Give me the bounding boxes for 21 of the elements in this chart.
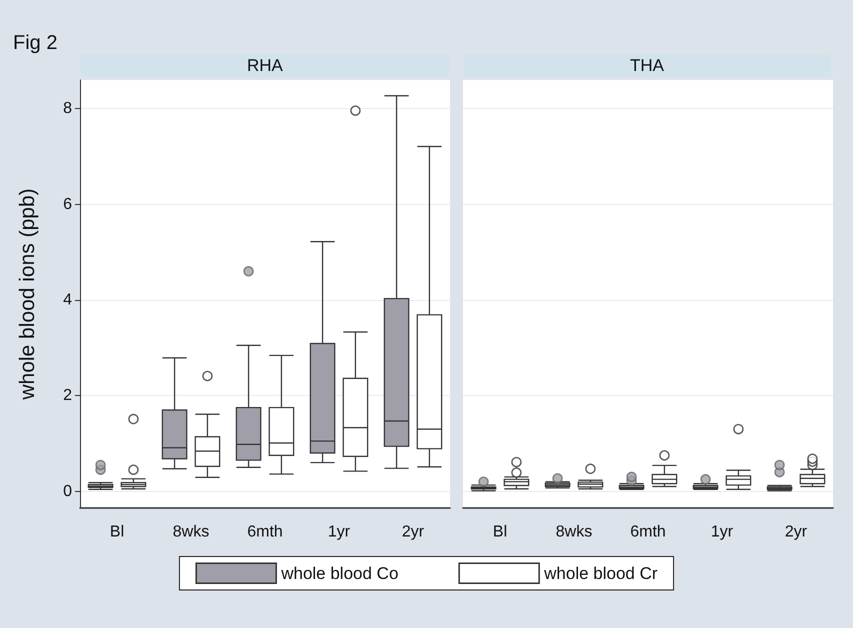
y-axis-title: whole blood ions (ppb): [16, 188, 39, 401]
legend-label: whole blood Co: [280, 564, 398, 583]
chart-title: THA: [630, 56, 665, 75]
x-tick-label: 1yr: [710, 524, 734, 540]
y-tick-label: 2: [63, 387, 72, 404]
x-tick-label: 8wks: [172, 524, 210, 540]
y-tick-label: 4: [63, 291, 72, 308]
x-tick-label: 1yr: [328, 524, 351, 540]
legend-label: whole blood Cr: [543, 564, 658, 583]
y-tick-label: 0: [63, 482, 72, 500]
caption: Fig 2: [13, 32, 58, 54]
x-tick-label: Bl: [492, 524, 508, 540]
x-tick-label: 2yr: [402, 524, 425, 540]
x-tick-label: 6mth: [630, 524, 666, 540]
y-tick-label: 8: [63, 100, 72, 118]
x-tick-label: 2yr: [784, 524, 808, 540]
x-tick-label: 6mth: [247, 524, 283, 540]
chart-title: RHA: [247, 56, 284, 75]
x-tick-label: Bl: [110, 524, 124, 540]
x-tick-label: 8wks: [556, 524, 592, 540]
y-tick-label: 6: [63, 196, 72, 213]
